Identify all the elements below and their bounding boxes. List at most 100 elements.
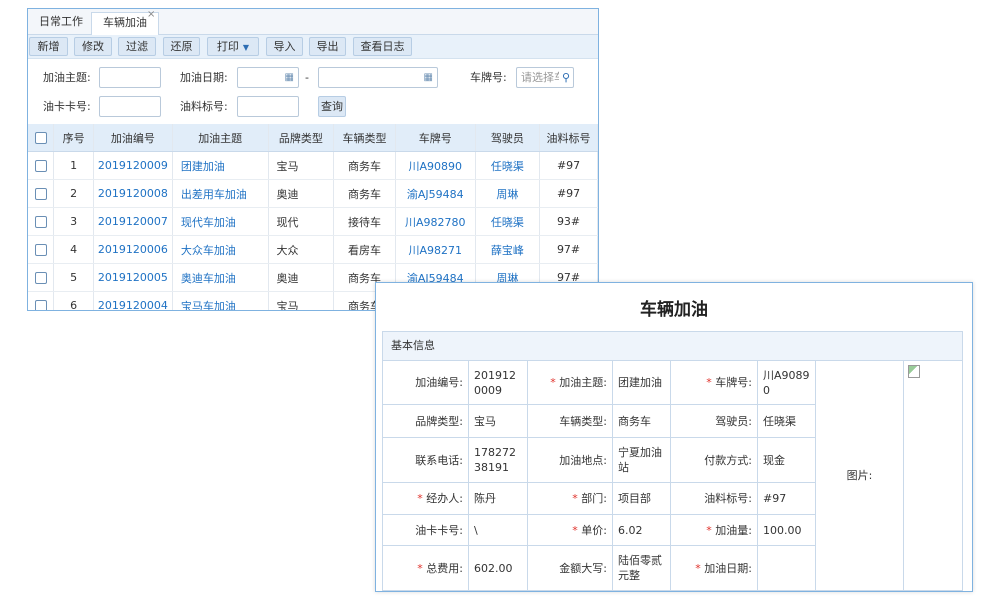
toolbar-button[interactable]: 新增 xyxy=(29,37,68,56)
dropdown-arrow: ▼ xyxy=(242,43,250,52)
table-cell[interactable]: 薛宝峰 xyxy=(475,235,541,264)
detail-form: 加油编号:2019120009加油主题:团建加油车牌号:川A90890图片:品牌… xyxy=(382,360,963,591)
table-cell[interactable]: 宝马车加油 xyxy=(172,291,269,310)
table-cell[interactable]: 周琳 xyxy=(475,179,541,208)
table-cell: 商务车 xyxy=(333,263,396,292)
checkbox[interactable] xyxy=(34,244,47,256)
toolbar-button[interactable]: 修改 xyxy=(74,37,112,56)
filter-input[interactable]: 请选择车牌号⚲ xyxy=(516,67,574,88)
table-cell[interactable]: 2019120008 xyxy=(93,179,173,208)
table-row: 3 2019120007 现代车加油 现代 接待车 川A982780 任晓渠 93# xyxy=(28,207,598,236)
table-cell: #97 xyxy=(539,151,598,180)
filter-label: 车牌号: xyxy=(470,71,507,84)
checkbox[interactable] xyxy=(34,132,47,144)
table-cell[interactable]: 大众车加油 xyxy=(172,235,269,264)
list-panel: 日常工作 车辆加油 × 新增 修改 过滤 还原 打印 ▼ 导入 导出 查看日志 序号 加油编号 加油主题… xyxy=(27,8,599,311)
field-label: 品牌类型: xyxy=(382,404,469,438)
data-table: 序号 加油编号 加油主题 品牌类型 车辆类型 车牌号 驾驶员 油料标号 1 2019120009 团… xyxy=(28,124,598,310)
checkbox-cell xyxy=(28,263,55,292)
tab-close[interactable]: × xyxy=(147,9,156,20)
header-checkbox-cell xyxy=(28,124,55,152)
toolbar-button[interactable]: 还原 xyxy=(163,37,200,56)
checkbox-cell xyxy=(28,151,55,180)
field-value: 2019120009 xyxy=(468,360,528,405)
field-label: 加油日期: xyxy=(670,545,758,591)
form-row: 油卡卡号:\单价:6.02加油量:100.00 xyxy=(382,514,963,546)
field-value: 现金 xyxy=(757,437,816,483)
table-cell[interactable]: 出差用车加油 xyxy=(172,179,269,208)
broken-image-icon xyxy=(908,365,920,378)
toolbar-button[interactable]: 查看日志 xyxy=(353,37,412,56)
filter-input[interactable]: ▦ xyxy=(318,67,438,88)
column-header: 加油主题 xyxy=(172,124,269,152)
field-label: 单价: xyxy=(527,514,613,546)
table-cell[interactable]: 2019120006 xyxy=(93,235,173,264)
field-value: 商务车 xyxy=(612,404,671,438)
checkbox[interactable] xyxy=(34,300,47,310)
table-cell: 1 xyxy=(53,151,94,180)
table-cell[interactable]: 渝AJ59484 xyxy=(395,179,476,208)
table-cell[interactable]: 奥迪车加油 xyxy=(172,263,269,292)
table-cell: 93# xyxy=(539,207,598,236)
field-label: 加油量: xyxy=(670,514,758,546)
table-cell[interactable]: 任晓渠 xyxy=(475,151,541,180)
checkbox[interactable] xyxy=(34,216,47,228)
toolbar-button[interactable]: 导入 xyxy=(266,37,303,56)
field-label: 金额大写: xyxy=(527,545,613,591)
table-cell[interactable]: 2019120004 xyxy=(93,291,173,310)
table-cell[interactable]: 任晓渠 xyxy=(475,207,541,236)
field-label: 加油地点: xyxy=(527,437,613,483)
table-cell[interactable]: 团建加油 xyxy=(172,151,269,180)
button-label: 导入 xyxy=(273,40,296,53)
column-header: 车牌号 xyxy=(395,124,476,152)
filter-input[interactable]: ▦ xyxy=(237,67,299,88)
field-label: 加油编号: xyxy=(382,360,469,405)
table-cell: 商务车 xyxy=(333,179,396,208)
field-value: 6.02 xyxy=(612,514,671,546)
filter-input[interactable] xyxy=(99,67,161,88)
filter-input[interactable] xyxy=(99,96,161,117)
search-button[interactable]: 查询 xyxy=(318,96,346,117)
table-cell[interactable]: 2019120009 xyxy=(93,151,173,180)
section-header: 基本信息 xyxy=(382,331,963,361)
table-cell: 奥迪 xyxy=(268,263,335,292)
table-cell[interactable]: 2019120007 xyxy=(93,207,173,236)
toolbar-button[interactable]: 打印 ▼ xyxy=(207,37,259,56)
button-label: 过滤 xyxy=(126,40,148,53)
tab[interactable]: 日常工作 xyxy=(39,15,83,28)
table-row: 4 2019120006 大众车加油 大众 看房车 川A98271 薛宝峰 97# xyxy=(28,235,598,264)
checkbox[interactable] xyxy=(34,160,47,172)
table-cell: 3 xyxy=(53,207,94,236)
image-cell xyxy=(903,360,963,591)
field-label: 联系电话: xyxy=(382,437,469,483)
table-cell[interactable]: 川A98271 xyxy=(395,235,476,264)
tab[interactable]: 车辆加油 xyxy=(91,12,159,35)
filter-input[interactable] xyxy=(237,96,299,117)
table-cell: 接待车 xyxy=(333,207,396,236)
field-value xyxy=(757,545,816,591)
header-row: 序号 加油编号 加油主题 品牌类型 车辆类型 车牌号 驾驶员 油料标号 xyxy=(28,124,598,152)
table-cell[interactable]: 现代车加油 xyxy=(172,207,269,236)
checkbox-cell xyxy=(28,235,55,264)
table-cell: #97 xyxy=(539,179,598,208)
checkbox[interactable] xyxy=(34,272,47,284)
checkbox-cell xyxy=(28,207,55,236)
toolbar-button[interactable]: 导出 xyxy=(309,37,346,56)
field-label: 车牌号: xyxy=(670,360,758,405)
checkbox[interactable] xyxy=(34,188,47,200)
field-label: 付款方式: xyxy=(670,437,758,483)
toolbar-button[interactable]: 过滤 xyxy=(118,37,156,56)
field-value: 项目部 xyxy=(612,482,671,515)
field-value: 602.00 xyxy=(468,545,528,591)
table-cell[interactable]: 川A982780 xyxy=(395,207,476,236)
table-cell: 奥迪 xyxy=(268,179,335,208)
detail-panel: 车辆加油 基本信息 加油编号:2019120009加油主题:团建加油车牌号:川A… xyxy=(375,282,973,592)
calendar-icon: ▦ xyxy=(423,72,433,83)
field-label: 总费用: xyxy=(382,545,469,591)
table-cell: 5 xyxy=(53,263,94,292)
table-cell[interactable]: 川A90890 xyxy=(395,151,476,180)
table-cell: 2 xyxy=(53,179,94,208)
table-cell[interactable]: 2019120005 xyxy=(93,263,173,292)
